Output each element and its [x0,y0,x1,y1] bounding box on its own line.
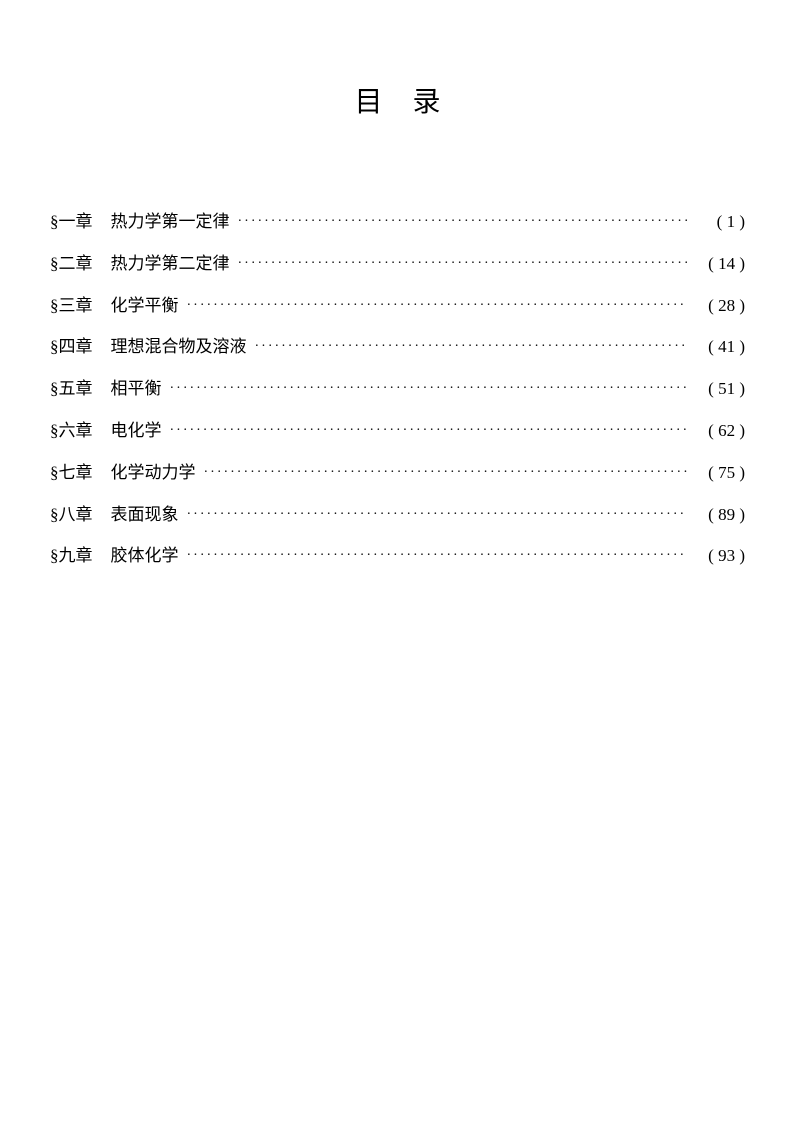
chapter-number: §九章 [50,544,93,568]
toc-entry: §三章 化学平衡 ·······························… [50,294,745,318]
chapter-title: 理想混合物及溶液 [111,335,247,359]
leader-dots: ········································… [170,379,688,399]
toc-entry: §一章 热力学第一定律 ····························… [50,210,745,234]
toc-entry: §五章 相平衡 ································… [50,377,745,401]
chapter-title: 胶体化学 [111,544,179,568]
toc-entry: §八章 表面现象 ·······························… [50,503,745,527]
page-number: ( 1 ) [695,210,745,234]
chapter-number: §八章 [50,503,93,527]
toc-page: 目录 §一章 热力学第一定律 ·························… [0,0,800,568]
page-number: ( 14 ) [695,252,745,276]
chapter-number: §三章 [50,294,93,318]
page-number: ( 93 ) [695,544,745,568]
page-number: ( 75 ) [695,461,745,485]
chapter-title: 化学动力学 [111,461,196,485]
chapter-title: 相平衡 [111,377,162,401]
chapter-title: 热力学第一定律 [111,210,230,234]
leader-dots: ········································… [204,463,688,483]
toc-title: 目录 [50,80,745,120]
page-number: ( 28 ) [695,294,745,318]
page-number: ( 51 ) [695,377,745,401]
chapter-title: 热力学第二定律 [111,252,230,276]
chapter-number: §四章 [50,335,93,359]
toc-entry: §九章 胶体化学 ·······························… [50,544,745,568]
leader-dots: ········································… [238,254,688,274]
toc-entry: §七章 化学动力学 ······························… [50,461,745,485]
leader-dots: ········································… [187,546,688,566]
page-number: ( 89 ) [695,503,745,527]
toc-entry: §四章 理想混合物及溶液 ···························… [50,335,745,359]
toc-entry: §二章 热力学第二定律 ····························… [50,252,745,276]
chapter-number: §一章 [50,210,93,234]
leader-dots: ········································… [238,212,688,232]
chapter-number: §六章 [50,419,93,443]
page-number: ( 41 ) [695,335,745,359]
leader-dots: ········································… [255,337,688,357]
leader-dots: ········································… [187,505,688,525]
page-number: ( 62 ) [695,419,745,443]
chapter-number: §二章 [50,252,93,276]
chapter-title: 表面现象 [111,503,179,527]
chapter-number: §五章 [50,377,93,401]
toc-list: §一章 热力学第一定律 ····························… [50,210,745,568]
chapter-title: 电化学 [111,419,162,443]
chapter-number: §七章 [50,461,93,485]
toc-entry: §六章 电化学 ································… [50,419,745,443]
leader-dots: ········································… [187,296,688,316]
leader-dots: ········································… [170,421,688,441]
chapter-title: 化学平衡 [111,294,179,318]
